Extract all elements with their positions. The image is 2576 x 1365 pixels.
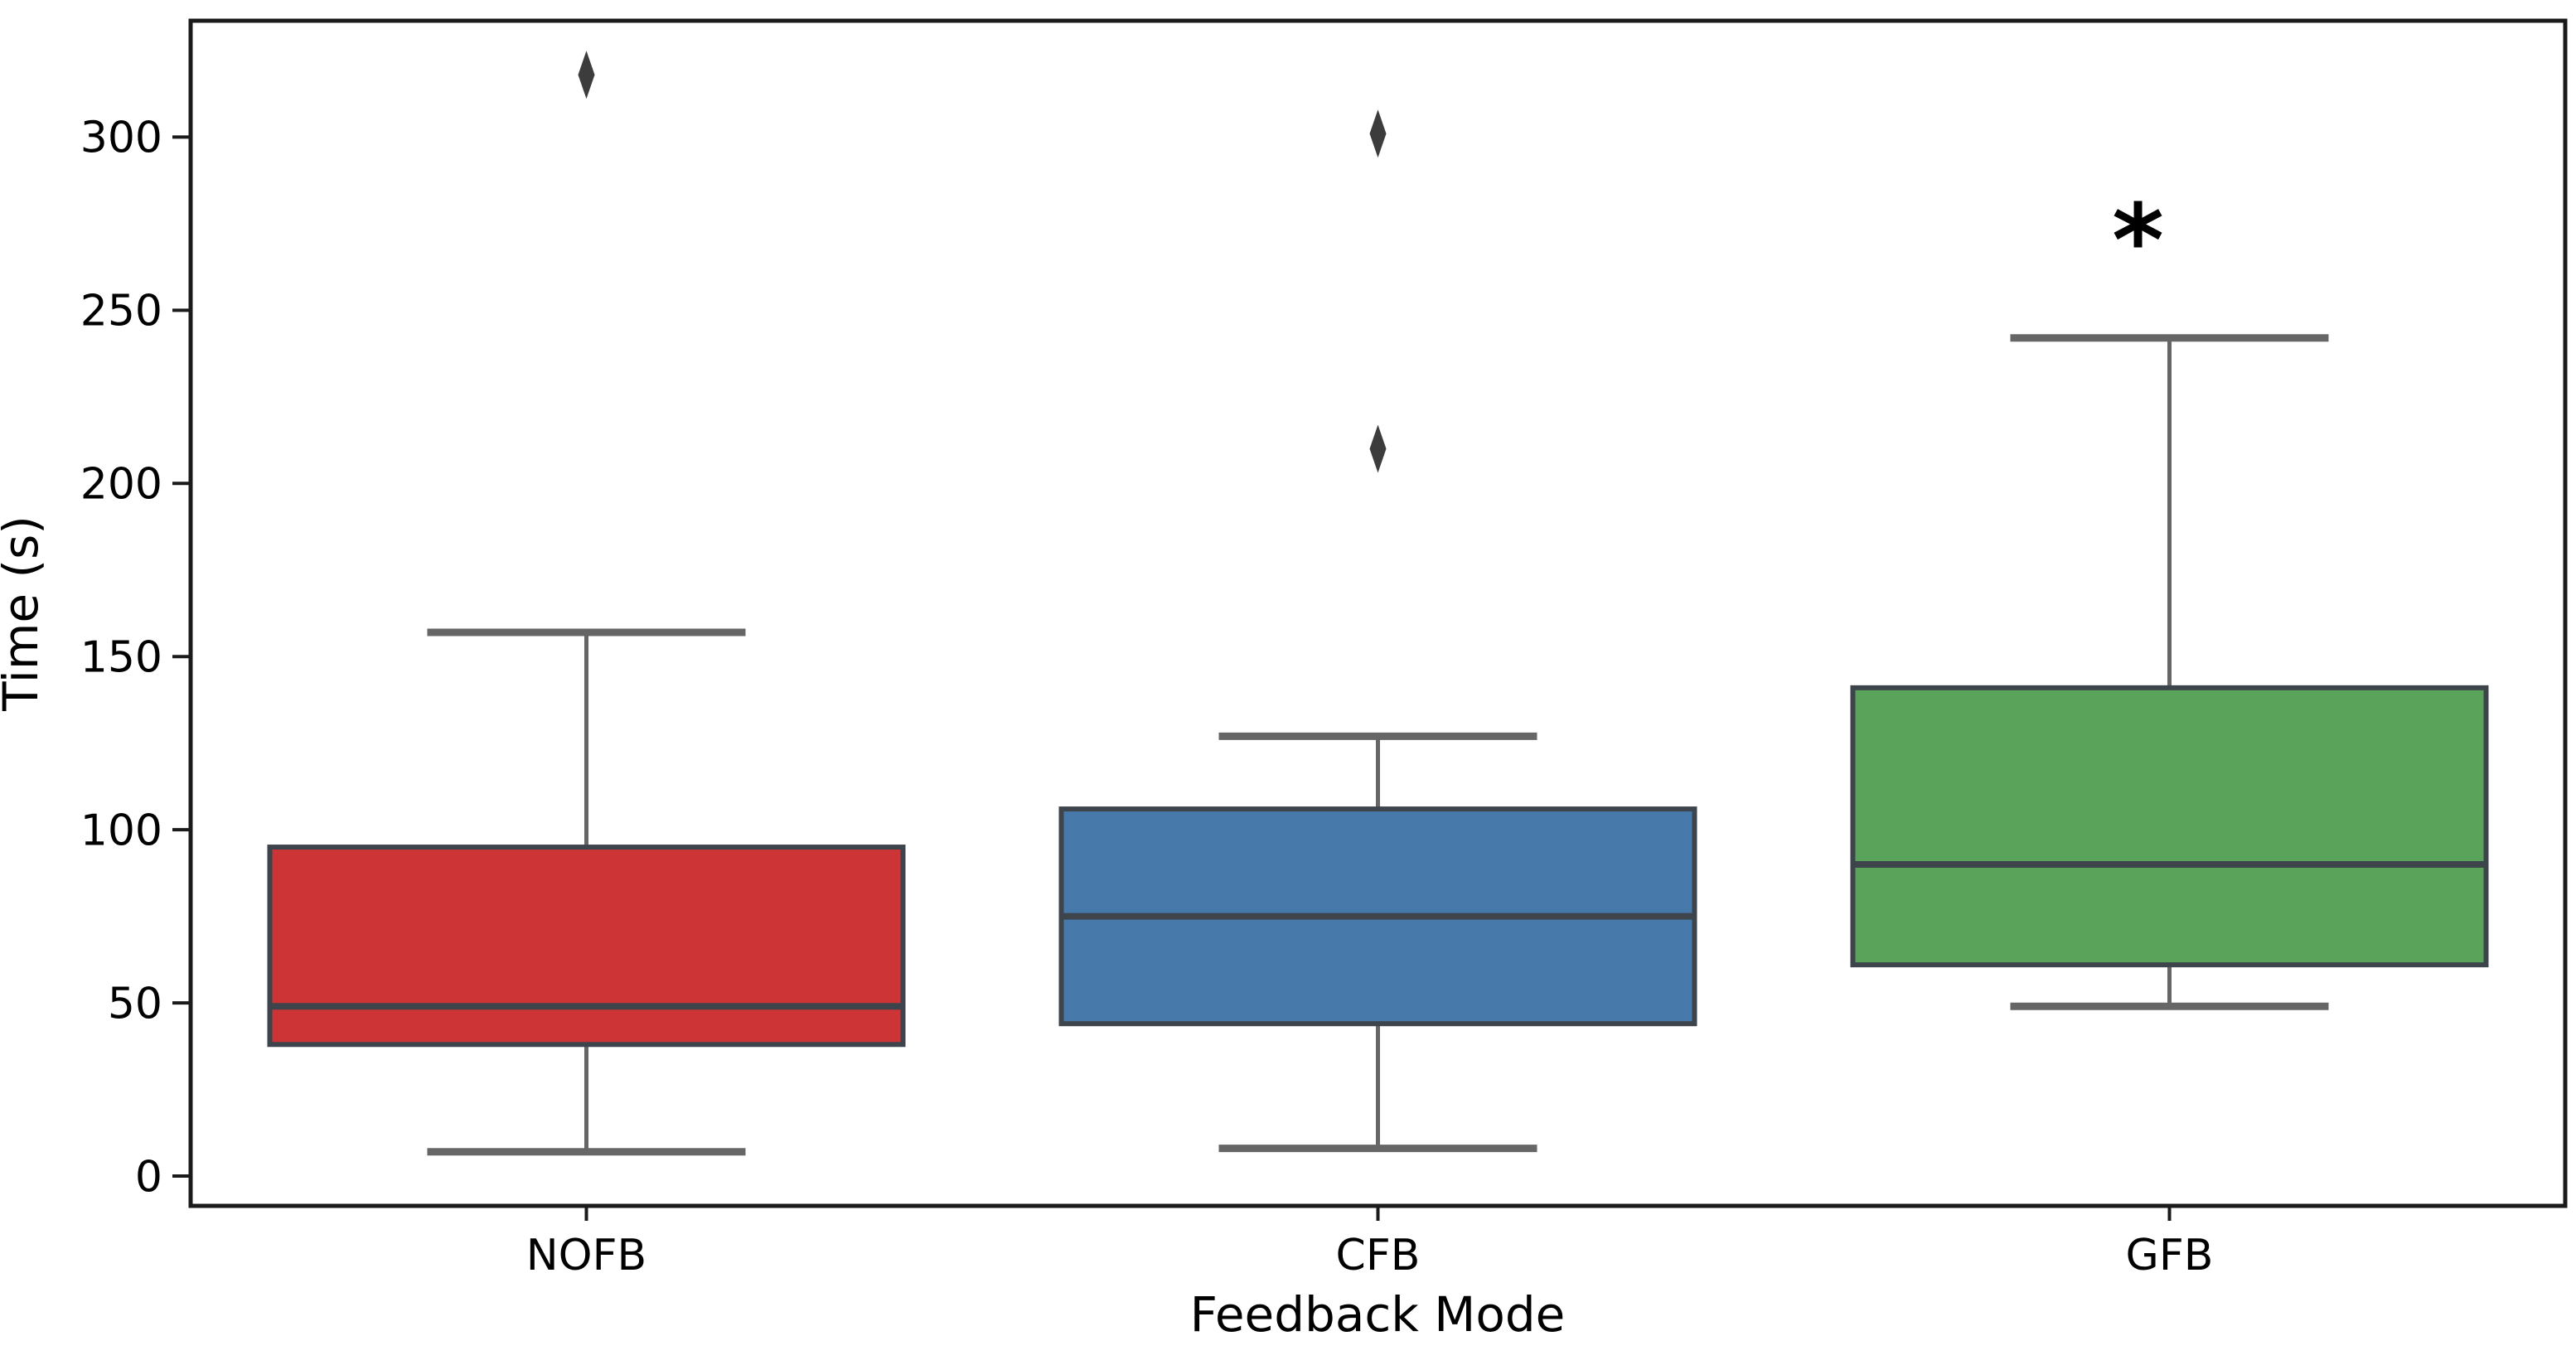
outlier-diamond-cfb xyxy=(1369,109,1387,158)
y-tick-label-150: 150 xyxy=(80,632,162,682)
y-tick-label-0: 0 xyxy=(135,1152,162,1202)
box-nofb xyxy=(267,845,906,1048)
y-tick-label-50: 50 xyxy=(108,979,162,1029)
axes-layer: 0 50 100 150 200 250 300 NOFB CFB GFB xyxy=(80,18,2568,1280)
significance-asterisk: * xyxy=(2112,184,2164,299)
box-gfb xyxy=(1850,685,2489,968)
outlier-diamond-cfb xyxy=(1369,424,1387,473)
outlier-diamond-nofb xyxy=(578,51,595,99)
x-tick-label-cfb: CFB xyxy=(1336,1231,1421,1280)
y-tick-label-300: 300 xyxy=(80,114,162,163)
y-axis-label: Time (s) xyxy=(0,516,49,712)
y-tick-label-100: 100 xyxy=(80,806,162,855)
y-tick-label-200: 200 xyxy=(80,459,162,509)
x-axis-label: Feedback Mode xyxy=(1190,1286,1566,1343)
x-tick-label-nofb: NOFB xyxy=(526,1231,646,1280)
data-layer: * xyxy=(267,51,2489,1156)
x-tick-label-gfb: GFB xyxy=(2126,1231,2214,1280)
y-tick-label-250: 250 xyxy=(80,287,162,336)
